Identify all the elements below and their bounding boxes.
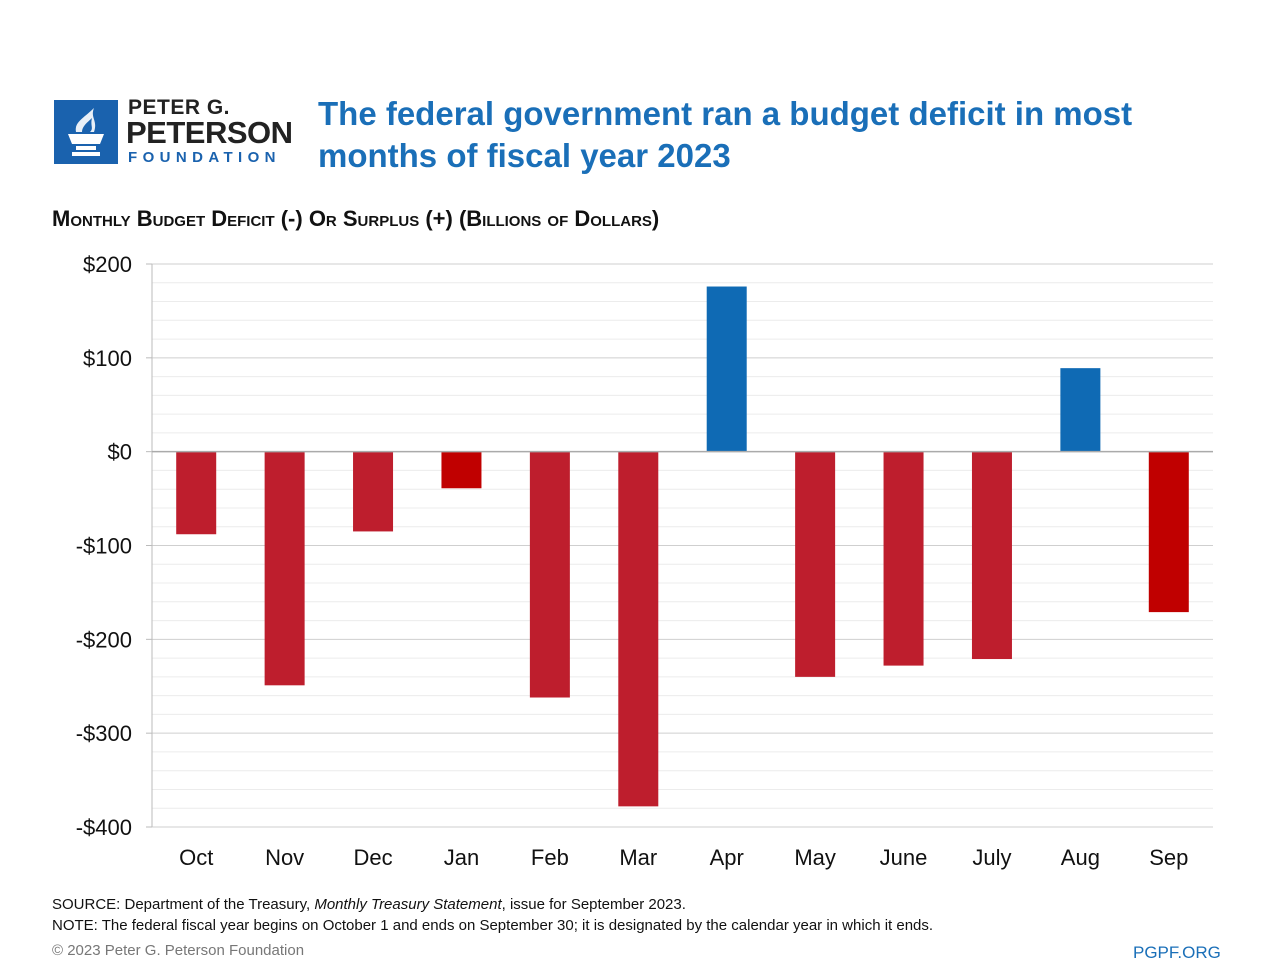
bar-jan: [441, 451, 482, 489]
source-title: Monthly Treasury Statement: [314, 896, 502, 913]
y-tick-label: -$300: [76, 721, 132, 746]
y-tick-label: $100: [83, 346, 132, 371]
y-tick-label: $0: [108, 440, 132, 465]
bar-june: [883, 451, 924, 666]
bar-mar: [618, 451, 659, 807]
bar-july: [971, 451, 1012, 660]
x-tick-label: Sep: [1149, 845, 1188, 870]
x-tick-label: July: [972, 845, 1011, 870]
x-tick-label: Mar: [619, 845, 657, 870]
logo-text-line2: PETERSON: [126, 115, 293, 150]
bar-feb: [529, 451, 570, 698]
website-link[interactable]: PGPF.ORG: [1133, 943, 1221, 962]
source-prefix: SOURCE: Department of the Treasury,: [52, 896, 315, 913]
y-tick-label: -$400: [76, 815, 132, 840]
bar-aug: [1060, 368, 1101, 452]
x-tick-label: May: [794, 845, 836, 870]
x-tick-label: Jan: [444, 845, 479, 870]
bar-dec: [353, 451, 394, 532]
x-tick-label: June: [880, 845, 928, 870]
bar-apr: [706, 286, 747, 452]
x-tick-label: Oct: [179, 845, 213, 870]
bar-may: [795, 451, 836, 677]
logo-text-line3: FOUNDATION: [128, 149, 281, 166]
y-tick-label: -$200: [76, 627, 132, 652]
x-tick-label: Feb: [531, 845, 569, 870]
bar-nov: [264, 451, 305, 686]
logo-text-line1: PETER G.: [128, 96, 231, 119]
bar-oct: [176, 451, 217, 535]
y-axis-label: Monthly Budget Deficit (-) Or Surplus (+…: [52, 206, 660, 231]
y-tick-label: -$100: [76, 534, 132, 559]
source-suffix: , issue for September 2023.: [501, 896, 686, 913]
source-note: SOURCE: Department of the Treasury, Mont…: [52, 896, 686, 913]
foundation-logo-icon: [54, 100, 118, 164]
x-tick-label: Apr: [710, 845, 744, 870]
fiscal-year-note: NOTE: The federal fiscal year begins on …: [52, 917, 934, 934]
x-tick-label: Aug: [1061, 845, 1100, 870]
copyright: © 2023 Peter G. Peterson Foundation: [52, 942, 305, 959]
x-tick-label: Nov: [265, 845, 304, 870]
y-tick-label: $200: [83, 252, 132, 277]
x-tick-label: Dec: [353, 845, 392, 870]
chart-title: The federal government ran a budget defi…: [318, 95, 1133, 174]
bar-sep: [1148, 451, 1189, 613]
